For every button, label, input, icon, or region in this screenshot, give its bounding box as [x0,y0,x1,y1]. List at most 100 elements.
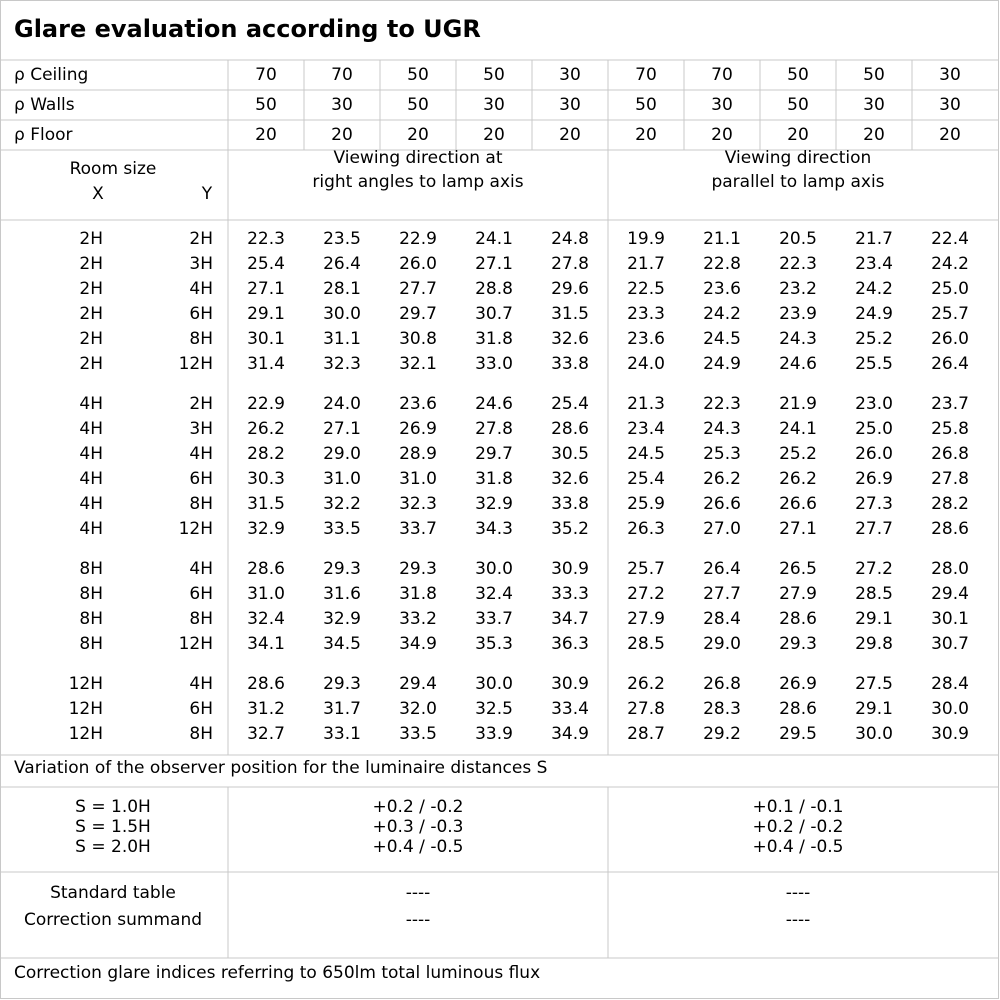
cell: 26.2 [627,674,665,694]
cell: 20.5 [779,229,817,249]
cell: ---- [786,883,811,903]
cell: 24.1 [475,229,513,249]
cell: 25.4 [551,394,589,414]
cell: 50 [635,95,657,115]
cell: 32.6 [551,469,589,489]
room-x: 8H [79,634,103,654]
cell: 24.9 [855,304,893,324]
cell: 27.1 [323,419,361,439]
cell: 33.8 [551,494,589,514]
cell: 27.1 [475,254,513,274]
cell: 20 [939,125,961,145]
room-x: 2H [79,229,103,249]
cell: 21.9 [779,394,817,414]
cell: 24.6 [475,394,513,414]
room-y: 4H [189,674,213,694]
cell: +0.2 / -0.2 [753,817,844,837]
cell: 20 [331,125,353,145]
room-x: 2H [79,329,103,349]
row-label: S = 2.0H [75,837,151,857]
cell: 50 [407,65,429,85]
cell: 30.7 [931,634,969,654]
cell: 26.9 [779,674,817,694]
cell: 32.9 [323,609,361,629]
cell: 25.3 [703,444,741,464]
room-x: 4H [79,519,103,539]
cell: 34.9 [551,724,589,744]
cell: 28.4 [703,609,741,629]
cell: 25.4 [247,254,285,274]
cell: 28.5 [627,634,665,654]
room-y: 4H [189,444,213,464]
cell: 27.1 [779,519,817,539]
cell: 25.0 [931,279,969,299]
cell: 22.3 [779,254,817,274]
cell: 30 [939,95,961,115]
cell: 70 [255,65,277,85]
cell: 29.7 [399,304,437,324]
room-y: 8H [189,724,213,744]
cell: 30.0 [475,559,513,579]
cell: 27.5 [855,674,893,694]
cell: 30.1 [931,609,969,629]
cell: 27.7 [855,519,893,539]
cell: 27.7 [703,584,741,604]
cell: 21.3 [627,394,665,414]
cell: 28.2 [247,444,285,464]
cell: 30 [559,95,581,115]
cell: 22.4 [931,229,969,249]
cell: 25.8 [931,419,969,439]
cell: 27.3 [855,494,893,514]
cell: 28.7 [627,724,665,744]
cell: 25.7 [931,304,969,324]
cell: 29.0 [323,444,361,464]
cell: 27.1 [247,279,285,299]
cell: 24.0 [323,394,361,414]
cell: 30.0 [323,304,361,324]
cell: 23.6 [399,394,437,414]
room-y: 6H [189,304,213,324]
cell: 25.4 [627,469,665,489]
cell: 26.5 [779,559,817,579]
cell: 23.6 [627,329,665,349]
room-x: 8H [79,584,103,604]
cell: 30.7 [475,304,513,324]
cell: 20 [483,125,505,145]
cell: 29.2 [703,724,741,744]
cell: 70 [635,65,657,85]
cell: 30.9 [551,674,589,694]
cell: 27.8 [551,254,589,274]
room-x: 8H [79,609,103,629]
cell: 23.9 [779,304,817,324]
cell: 30 [711,95,733,115]
cell: 28.5 [855,584,893,604]
cell: 32.1 [399,354,437,374]
cell: 31.4 [247,354,285,374]
cell: 22.3 [247,229,285,249]
cell: 33.7 [475,609,513,629]
cell: 25.2 [779,444,817,464]
cell: 34.9 [399,634,437,654]
cell: ---- [406,883,431,903]
viewing-direction: right angles to lamp axis [312,172,523,192]
cell: 24.6 [779,354,817,374]
cell: 24.9 [703,354,741,374]
cell: 31.2 [247,699,285,719]
cell: 33.1 [323,724,361,744]
cell: 30.3 [247,469,285,489]
cell: 29.5 [779,724,817,744]
cell: 29.4 [931,584,969,604]
cell: 27.7 [399,279,437,299]
cell: 20 [635,125,657,145]
cell: 22.9 [399,229,437,249]
cell: ---- [786,910,811,930]
cell: 28.9 [399,444,437,464]
room-x: 4H [79,394,103,414]
cell: 33.0 [475,354,513,374]
room-x: 8H [79,559,103,579]
cell: 31.7 [323,699,361,719]
cell: 23.4 [627,419,665,439]
room-y: 3H [189,254,213,274]
cell: 26.6 [779,494,817,514]
cell: 23.2 [779,279,817,299]
